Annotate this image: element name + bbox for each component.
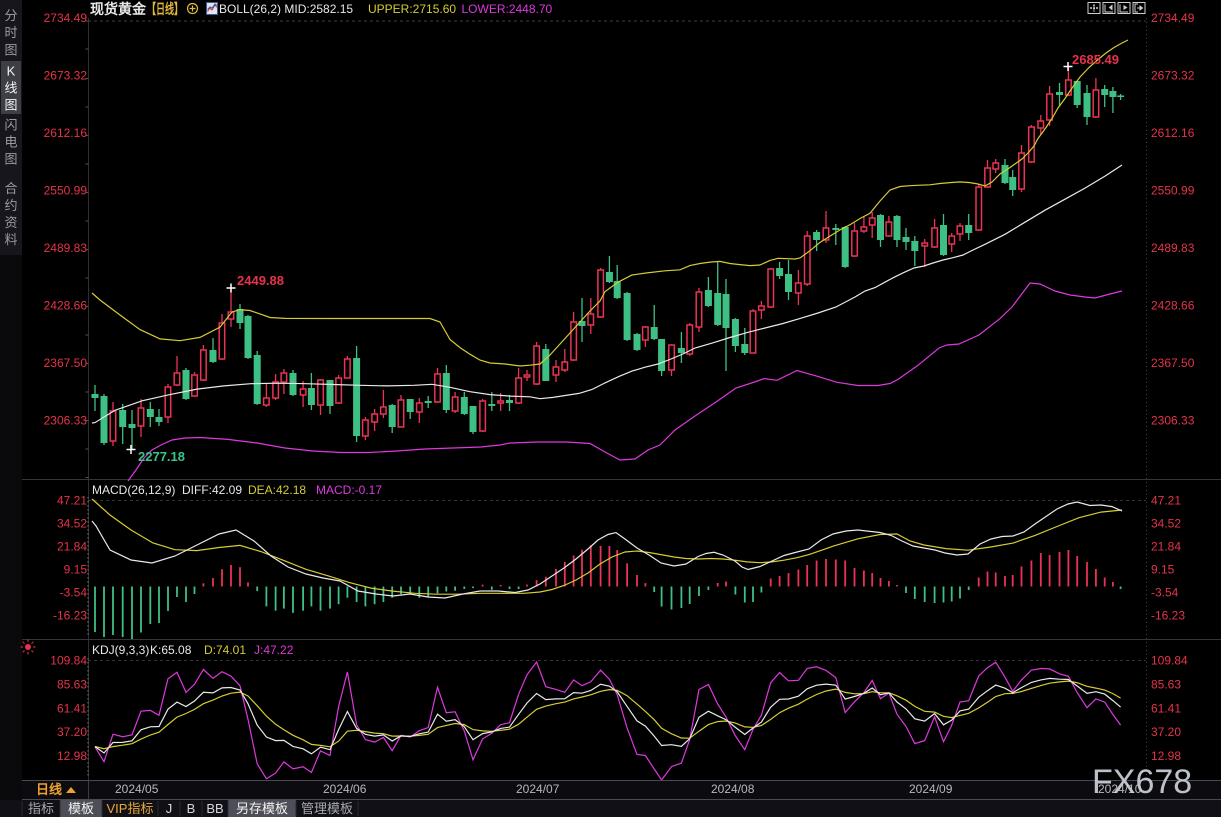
svg-text:指标: 指标 xyxy=(28,801,54,816)
svg-text:9.15: 9.15 xyxy=(64,563,88,577)
svg-text:时: 时 xyxy=(4,25,17,40)
svg-text:图: 图 xyxy=(4,98,17,113)
svg-text:12.98: 12.98 xyxy=(1151,749,1181,763)
svg-text:K: K xyxy=(7,64,16,79)
svg-text:-16.23: -16.23 xyxy=(53,609,87,623)
svg-text:2024/05: 2024/05 xyxy=(115,782,159,796)
svg-text:2734.49: 2734.49 xyxy=(1151,11,1195,25)
svg-text:线: 线 xyxy=(4,81,17,96)
svg-text:2024/08: 2024/08 xyxy=(711,782,755,796)
svg-text:2550.99: 2550.99 xyxy=(1151,184,1195,198)
svg-text:VIP指标: VIP指标 xyxy=(107,801,154,816)
svg-text:-3.54: -3.54 xyxy=(60,586,88,600)
svg-text:21.84: 21.84 xyxy=(1151,540,1181,554)
svg-text:D:74.01: D:74.01 xyxy=(204,643,246,657)
svg-text:UPPER:2715.60: UPPER:2715.60 xyxy=(368,2,456,16)
svg-text:BB: BB xyxy=(206,801,223,816)
svg-text:约: 约 xyxy=(4,198,17,213)
svg-text:2024/06: 2024/06 xyxy=(323,782,367,796)
svg-text:2024/07: 2024/07 xyxy=(516,782,560,796)
svg-text:2489.83: 2489.83 xyxy=(1151,241,1195,255)
svg-text:47.21: 47.21 xyxy=(1151,494,1181,508)
svg-text:电: 电 xyxy=(4,135,17,150)
svg-text:2673.32: 2673.32 xyxy=(44,69,88,83)
svg-text:料: 料 xyxy=(4,232,17,247)
svg-text:2367.50: 2367.50 xyxy=(1151,356,1195,370)
svg-text:47.21: 47.21 xyxy=(57,494,87,508)
svg-text:2306.33: 2306.33 xyxy=(1151,414,1195,428)
svg-text:9.15: 9.15 xyxy=(1151,563,1175,577)
svg-text:分: 分 xyxy=(4,8,17,23)
svg-text:J:47.22: J:47.22 xyxy=(254,643,294,657)
svg-text:另存模板: 另存模板 xyxy=(236,801,288,816)
svg-text:85.63: 85.63 xyxy=(1151,678,1181,692)
svg-text:MACD:-0.17: MACD:-0.17 xyxy=(316,483,382,497)
svg-text:MACD(26,12,9): MACD(26,12,9) xyxy=(92,483,175,497)
svg-text:现货黄金: 现货黄金 xyxy=(90,1,147,17)
svg-text:2673.32: 2673.32 xyxy=(1151,69,1195,83)
svg-text:DEA:42.18: DEA:42.18 xyxy=(248,483,306,497)
svg-text:2024/10: 2024/10 xyxy=(1098,782,1142,796)
svg-text:2449.88: 2449.88 xyxy=(237,273,284,288)
svg-text:2428.66: 2428.66 xyxy=(44,299,88,313)
svg-text:109.84: 109.84 xyxy=(1151,654,1188,668)
svg-text:FX678: FX678 xyxy=(1092,763,1192,801)
svg-text:闪: 闪 xyxy=(4,118,17,133)
svg-text:资: 资 xyxy=(4,215,17,230)
svg-text:DIFF:42.09: DIFF:42.09 xyxy=(182,483,242,497)
svg-text:2277.18: 2277.18 xyxy=(138,449,185,464)
svg-text:37.20: 37.20 xyxy=(1151,725,1181,739)
svg-text:2367.50: 2367.50 xyxy=(44,356,88,370)
svg-text:BOLL(26,2) MID:2582.15: BOLL(26,2) MID:2582.15 xyxy=(219,2,353,16)
svg-text:61.41: 61.41 xyxy=(1151,701,1181,715)
svg-text:2612.16: 2612.16 xyxy=(1151,126,1195,140)
svg-text:2612.16: 2612.16 xyxy=(44,126,88,140)
svg-text:-16.23: -16.23 xyxy=(1151,609,1185,623)
svg-text:2024/09: 2024/09 xyxy=(909,782,953,796)
svg-text:KDJ(9,3,3): KDJ(9,3,3) xyxy=(92,643,149,657)
svg-text:2685.49: 2685.49 xyxy=(1072,52,1119,67)
svg-text:37.20: 37.20 xyxy=(57,725,87,739)
svg-text:12.98: 12.98 xyxy=(57,749,87,763)
svg-text:管理模板: 管理模板 xyxy=(301,801,353,816)
svg-text:【日线】: 【日线】 xyxy=(147,1,183,17)
svg-text:85.63: 85.63 xyxy=(57,678,87,692)
svg-text:109.84: 109.84 xyxy=(50,654,87,668)
svg-text:J: J xyxy=(166,801,173,816)
svg-text:34.52: 34.52 xyxy=(57,517,87,531)
svg-text:2306.33: 2306.33 xyxy=(44,414,88,428)
svg-text:2489.83: 2489.83 xyxy=(44,241,88,255)
svg-text:2734.49: 2734.49 xyxy=(44,11,88,25)
svg-text:K:65.08: K:65.08 xyxy=(150,643,192,657)
svg-text:模板: 模板 xyxy=(68,801,94,816)
svg-text:21.84: 21.84 xyxy=(57,540,87,554)
svg-text:61.41: 61.41 xyxy=(57,701,87,715)
svg-text:合: 合 xyxy=(4,181,17,196)
svg-text:2550.99: 2550.99 xyxy=(44,184,88,198)
svg-text:LOWER:2448.70: LOWER:2448.70 xyxy=(462,2,553,16)
svg-text:-3.54: -3.54 xyxy=(1151,586,1179,600)
svg-text:2428.66: 2428.66 xyxy=(1151,299,1195,313)
svg-text:图: 图 xyxy=(4,152,17,167)
svg-text:B: B xyxy=(187,801,196,816)
svg-text:34.52: 34.52 xyxy=(1151,517,1181,531)
svg-text:图: 图 xyxy=(4,42,17,57)
svg-text:日线: 日线 xyxy=(36,782,62,797)
